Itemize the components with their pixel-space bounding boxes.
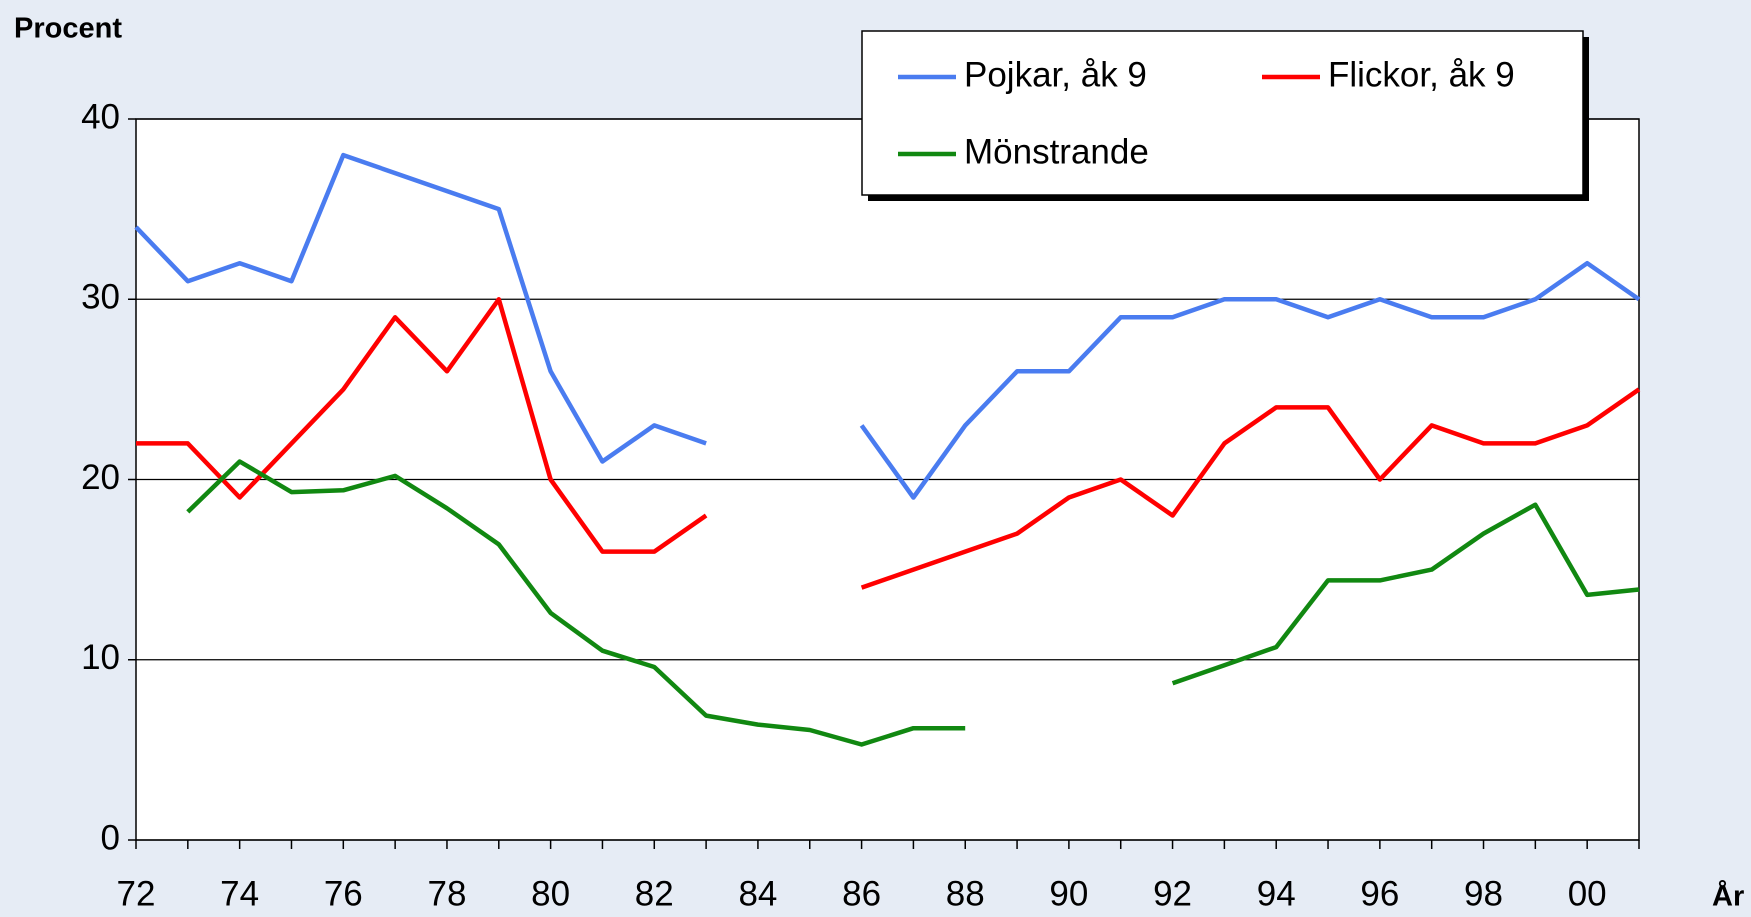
x-tick-label: 94 <box>1257 874 1296 913</box>
x-tick-label: 74 <box>220 874 259 913</box>
x-tick-label: 72 <box>117 874 156 913</box>
x-tick-label: 78 <box>427 874 466 913</box>
legend-label: Mönstrande <box>964 132 1149 171</box>
legend <box>861 30 1584 196</box>
y-tick-label: 0 <box>101 818 120 857</box>
x-tick-label: 80 <box>531 874 570 913</box>
y-tick-label: 40 <box>81 97 120 136</box>
series-line <box>186 459 1640 747</box>
legend-items: Pojkar, åk 9 Flickor, åk 9 Mönstrande <box>898 55 1515 171</box>
x-tick-label: 84 <box>738 874 777 913</box>
x-tick-label: 90 <box>1049 874 1088 913</box>
legend-label: Pojkar, åk 9 <box>964 55 1147 94</box>
legend-label: Flickor, åk 9 <box>1328 55 1515 94</box>
y-tick-label: 30 <box>81 278 120 317</box>
series-line <box>134 152 1641 500</box>
x-tick-label: 96 <box>1360 874 1399 913</box>
x-tick-label: 82 <box>635 874 674 913</box>
x-tick-label: 76 <box>324 874 363 913</box>
x-tick-label: 86 <box>842 874 881 913</box>
y-tick-label: 20 <box>81 458 120 497</box>
y-axis-label: Procent <box>14 13 122 45</box>
x-tick-label: 00 <box>1568 874 1607 913</box>
x-tick-label: 92 <box>1153 874 1192 913</box>
y-tick-label: 10 <box>81 638 120 677</box>
series-line <box>136 297 1641 590</box>
x-tick-label: 88 <box>946 874 985 913</box>
x-tick-label: 98 <box>1464 874 1503 913</box>
x-axis-label: År <box>1712 880 1744 913</box>
